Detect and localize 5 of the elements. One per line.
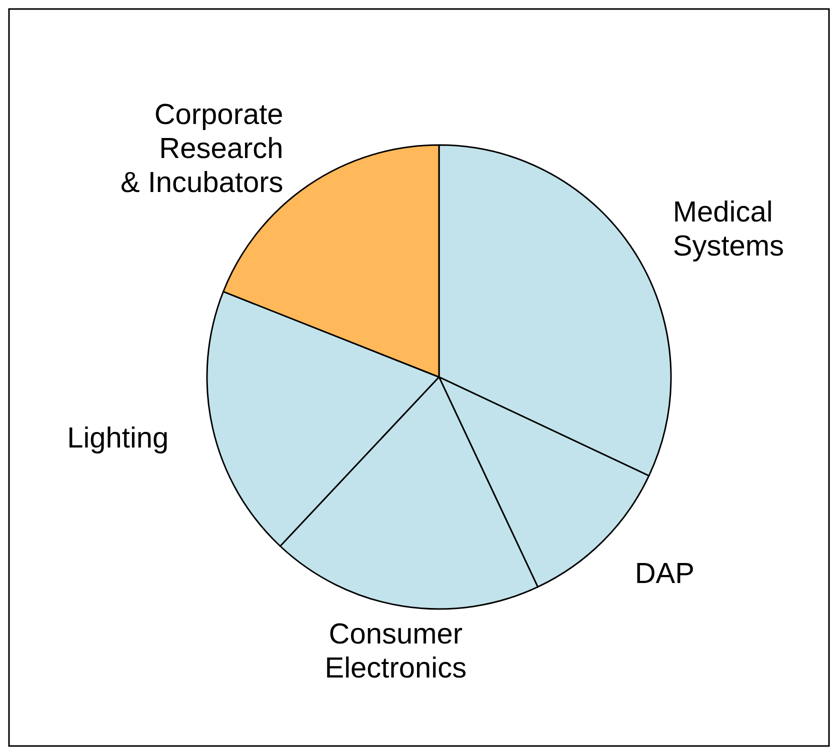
slice-label: DAP — [634, 558, 695, 590]
slice-label: Corporate Research & Incubators — [120, 98, 284, 199]
slice-label: Medical Systems — [672, 196, 784, 263]
slice-label: Lighting — [67, 422, 169, 454]
slice-label: Consumer Electronics — [324, 618, 467, 685]
